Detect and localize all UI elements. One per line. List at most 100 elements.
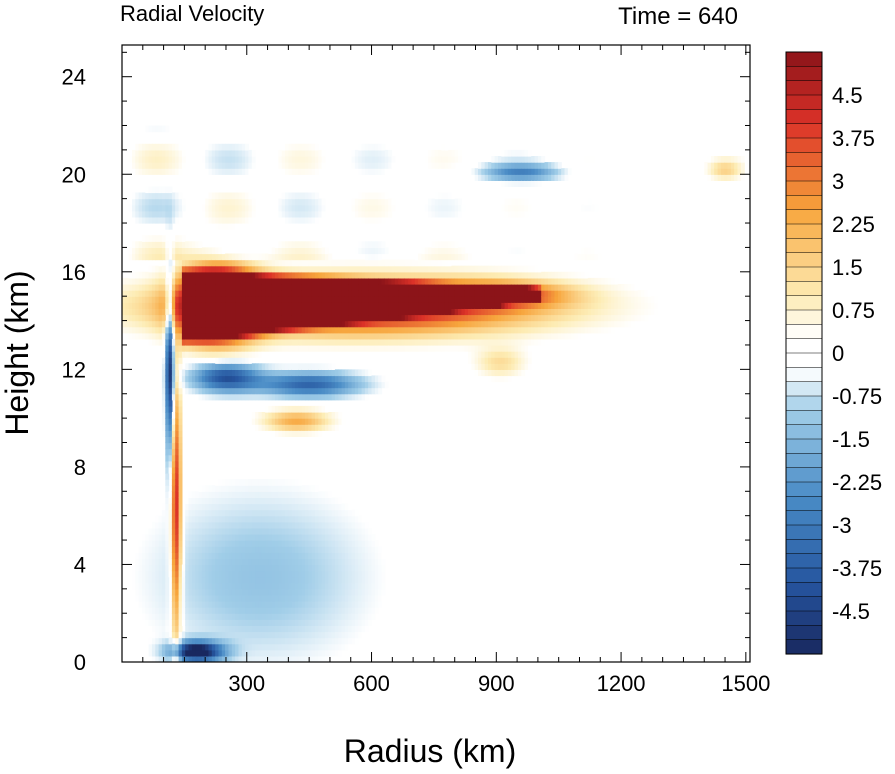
field-cell — [444, 198, 449, 206]
field-cell — [215, 149, 220, 157]
field-cell — [271, 515, 276, 523]
field-cell — [311, 198, 316, 206]
field-cell — [351, 393, 356, 401]
field-cell — [148, 265, 153, 273]
field-cell — [301, 607, 306, 614]
field-cell — [308, 594, 313, 602]
field-cell — [344, 588, 349, 596]
field-cell — [428, 332, 432, 340]
field-cell — [478, 277, 482, 285]
field-cell — [378, 271, 383, 279]
field-cell — [201, 582, 206, 590]
field-cell — [431, 210, 436, 218]
field-cell — [188, 314, 193, 322]
field-cell — [271, 332, 276, 340]
field-cell — [241, 143, 246, 151]
field-cell — [258, 607, 263, 614]
field-cell — [361, 381, 366, 389]
field-cell — [275, 497, 279, 505]
field-cell — [381, 594, 386, 602]
field-cell — [348, 296, 353, 303]
field-cell — [341, 393, 346, 401]
field-cell — [215, 357, 220, 364]
field-cell — [142, 588, 146, 596]
field-cell — [165, 302, 170, 309]
field-cell — [288, 290, 293, 297]
field-cell — [351, 302, 356, 309]
field-cell — [331, 381, 336, 389]
field-cell — [341, 308, 346, 316]
field-cell — [334, 381, 339, 389]
field-cell — [251, 582, 256, 590]
field-cell — [268, 625, 273, 633]
field-cell — [241, 326, 246, 334]
field-cell — [328, 588, 333, 596]
field-cell — [145, 594, 150, 602]
velocity-field — [122, 125, 745, 662]
field-cell — [308, 405, 313, 413]
field-cell — [291, 265, 296, 273]
field-cell — [311, 424, 316, 431]
field-cell — [161, 576, 166, 584]
field-cell — [241, 198, 246, 206]
field-cell — [225, 192, 229, 200]
field-cell — [221, 314, 226, 322]
field-cell — [351, 314, 356, 322]
field-cell — [384, 204, 389, 212]
field-cell — [368, 326, 373, 334]
field-cell — [388, 156, 393, 163]
field-cell — [298, 601, 303, 608]
field-cell — [165, 351, 170, 358]
field-cell — [428, 259, 432, 267]
field-cell — [424, 308, 429, 316]
field-cell — [248, 369, 253, 377]
field-cell — [155, 235, 160, 242]
field-cell — [161, 582, 166, 590]
field-cell — [361, 290, 366, 297]
field-cell — [458, 156, 462, 163]
field-cell — [431, 296, 436, 303]
field-cell — [188, 558, 193, 566]
field-cell — [301, 588, 306, 596]
field-cell — [358, 570, 363, 578]
field-cell — [414, 302, 419, 309]
field-cell — [344, 625, 349, 633]
field-cell — [178, 156, 183, 163]
field-cell — [198, 326, 203, 334]
field-cell — [361, 570, 366, 578]
field-cell — [311, 540, 316, 547]
field-cell — [165, 424, 170, 431]
field-cell — [308, 284, 313, 291]
field-cell — [428, 247, 432, 255]
field-cell — [205, 149, 210, 157]
field-cell — [271, 649, 276, 657]
field-cell — [258, 375, 263, 383]
field-cell — [325, 253, 329, 261]
field-cell — [231, 497, 236, 505]
field-cell — [428, 162, 432, 169]
field-cell — [161, 284, 166, 291]
field-cell — [351, 271, 356, 279]
field-cell — [171, 649, 176, 657]
field-cell — [421, 253, 426, 261]
field-cell — [348, 625, 353, 633]
field-cell — [305, 564, 309, 572]
field-cell — [401, 320, 406, 328]
field-cell — [218, 546, 223, 553]
field-cell — [158, 162, 163, 169]
field-cell — [371, 338, 376, 346]
field-cell — [165, 387, 170, 395]
field-cell — [438, 162, 442, 169]
field-cell — [278, 637, 283, 645]
field-cell — [148, 296, 153, 303]
field-cell — [275, 338, 279, 346]
field-cell — [338, 302, 343, 309]
field-cell — [231, 582, 236, 590]
field-cell — [251, 613, 256, 620]
field-cell — [181, 369, 186, 377]
field-cell — [171, 271, 176, 279]
field-cell — [298, 198, 303, 206]
field-cell — [235, 601, 239, 608]
field-cell — [245, 540, 249, 547]
field-cell — [351, 582, 356, 590]
